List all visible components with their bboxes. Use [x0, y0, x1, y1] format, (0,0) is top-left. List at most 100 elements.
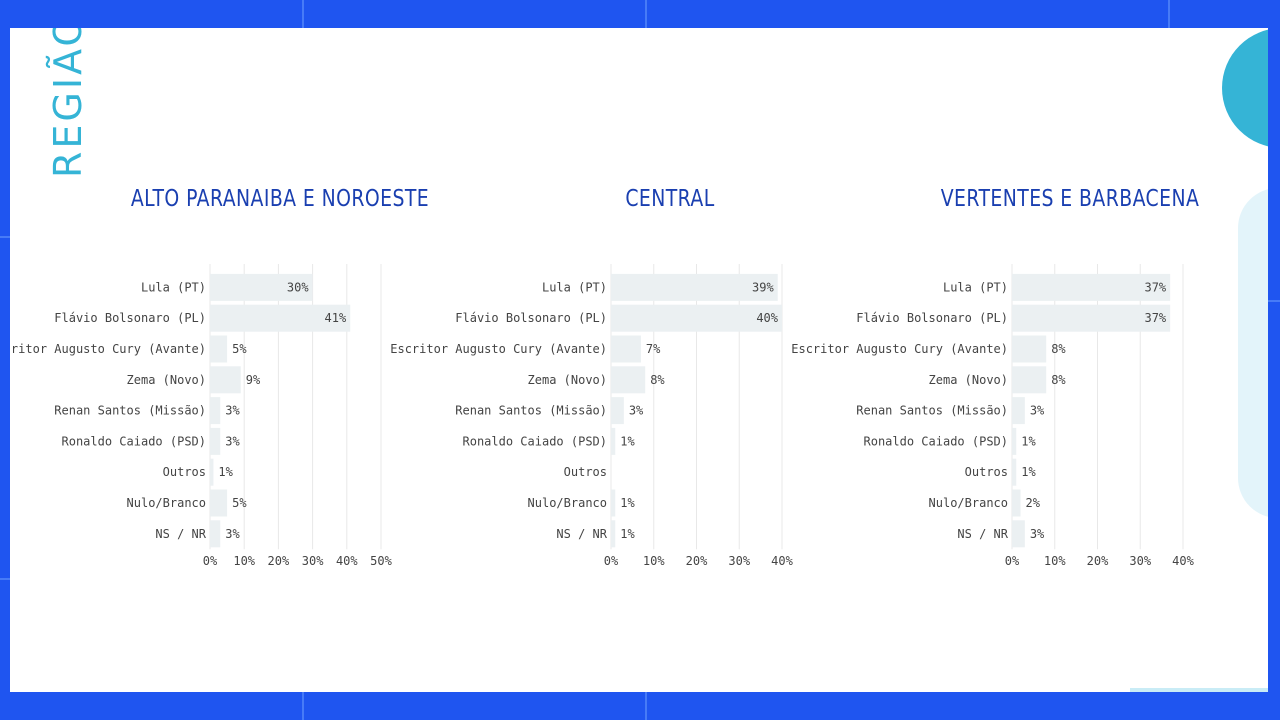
category-label: Ronaldo Caiado (PSD): [463, 434, 608, 448]
category-label: Flávio Bolsonaro (PL): [856, 311, 1008, 325]
tick-label: 10%: [233, 554, 255, 568]
data-label: 37%: [1144, 311, 1166, 325]
data-label: 3%: [1030, 527, 1045, 541]
bar: [611, 366, 646, 394]
data-label: 3%: [225, 434, 240, 448]
chart-title: CENTRAL: [625, 186, 715, 212]
category-label: Lula (PT): [943, 280, 1008, 294]
decorative-strip: [1130, 688, 1268, 692]
data-label: 8%: [1051, 342, 1066, 356]
tick-label: 10%: [643, 554, 665, 568]
tick-label: 20%: [686, 554, 708, 568]
bar: [611, 397, 624, 425]
tick-label: 20%: [268, 554, 290, 568]
data-label: 5%: [232, 342, 247, 356]
background-line: [0, 578, 10, 580]
bar-charts: Lula (PT) 30% Flávio Bolsonaro (PL) 41% Escr…: [10, 264, 1195, 568]
category-label: Lula (PT): [141, 280, 206, 294]
bar: [210, 273, 313, 301]
tick-label: 0%: [1005, 554, 1020, 568]
category-label: Renan Santos (Missão): [54, 404, 206, 418]
bar: [1012, 458, 1017, 486]
data-label: 41%: [325, 311, 347, 325]
category-label: Nulo/Branco: [929, 496, 1008, 510]
bar: [1012, 304, 1171, 332]
category-label: Renan Santos (Missão): [455, 404, 607, 418]
background-line: [1268, 300, 1280, 302]
bar: [1012, 397, 1025, 425]
category-label: Ronaldo Caiado (PSD): [864, 434, 1009, 448]
category-label: Lula (PT): [542, 280, 607, 294]
data-label: 3%: [225, 404, 240, 418]
category-label: Nulo/Branco: [127, 496, 206, 510]
data-label: 1%: [620, 527, 635, 541]
bar: [611, 335, 641, 363]
bar: [210, 489, 228, 517]
category-label: Escritor Augusto Cury (Avante): [390, 342, 607, 356]
background-line: [645, 0, 647, 28]
category-label: Zema (Novo): [127, 373, 206, 387]
tick-label: 40%: [771, 554, 793, 568]
data-label: 5%: [232, 496, 247, 510]
bar: [210, 427, 221, 455]
tick-label: 50%: [370, 554, 392, 568]
bar: [210, 520, 221, 548]
category-label: Flávio Bolsonaro (PL): [54, 311, 206, 325]
data-label: 3%: [225, 527, 240, 541]
bar: [1012, 489, 1021, 517]
bar: [210, 304, 351, 332]
chart-title: VERTENTES E BARBACENA: [940, 186, 1200, 212]
data-label: 1%: [1021, 434, 1036, 448]
data-label: 1%: [620, 434, 635, 448]
tick-label: 10%: [1044, 554, 1066, 568]
bar: [210, 335, 228, 363]
bar: [210, 397, 221, 425]
tick-label: 20%: [1087, 554, 1109, 568]
bar: [210, 366, 241, 394]
bar: [611, 520, 616, 548]
slide: REGIÃO ALTO PARANAIBA E NOROESTE CENTRAL…: [10, 28, 1268, 692]
bar: [1012, 427, 1017, 455]
decorative-blob: [1222, 28, 1268, 148]
tick-label: 0%: [604, 554, 619, 568]
tick-label: 30%: [728, 554, 750, 568]
tick-label: 30%: [302, 554, 324, 568]
data-label: 30%: [287, 280, 309, 294]
chart-title: ALTO PARANAIBA E NOROESTE: [130, 186, 430, 212]
bar: [210, 458, 214, 486]
data-label: 7%: [646, 342, 661, 356]
decorative-blob: [1238, 188, 1268, 518]
category-label: Zema (Novo): [929, 373, 1008, 387]
category-label: NS / NR: [556, 527, 607, 541]
tick-label: 40%: [336, 554, 358, 568]
data-label: 2%: [1026, 496, 1041, 510]
tick-label: 40%: [1172, 554, 1194, 568]
data-label: 8%: [1051, 373, 1066, 387]
category-label: Nulo/Branco: [528, 496, 607, 510]
data-label: 37%: [1144, 280, 1166, 294]
category-label: Escritor Augusto Cury (Avante): [10, 342, 206, 356]
bar: [611, 427, 616, 455]
bar: [1012, 520, 1025, 548]
bar: [1012, 335, 1047, 363]
data-label: 3%: [1030, 404, 1045, 418]
background-line: [302, 0, 304, 28]
bar: [611, 273, 778, 301]
category-label: Flávio Bolsonaro (PL): [455, 311, 607, 325]
data-label: 1%: [1021, 465, 1036, 479]
data-label: 40%: [756, 311, 778, 325]
category-label: Outros: [564, 465, 607, 479]
data-label: 1%: [218, 465, 233, 479]
tick-label: 0%: [203, 554, 218, 568]
background-line: [302, 692, 304, 720]
category-label: NS / NR: [155, 527, 206, 541]
data-label: 1%: [620, 496, 635, 510]
category-label: Renan Santos (Missão): [856, 404, 1008, 418]
data-label: 39%: [752, 280, 774, 294]
data-label: 3%: [629, 404, 644, 418]
section-title: REGIÃO: [46, 28, 90, 178]
bar: [611, 489, 616, 517]
category-label: NS / NR: [957, 527, 1008, 541]
background-line: [645, 692, 647, 720]
background-line: [1168, 0, 1170, 28]
